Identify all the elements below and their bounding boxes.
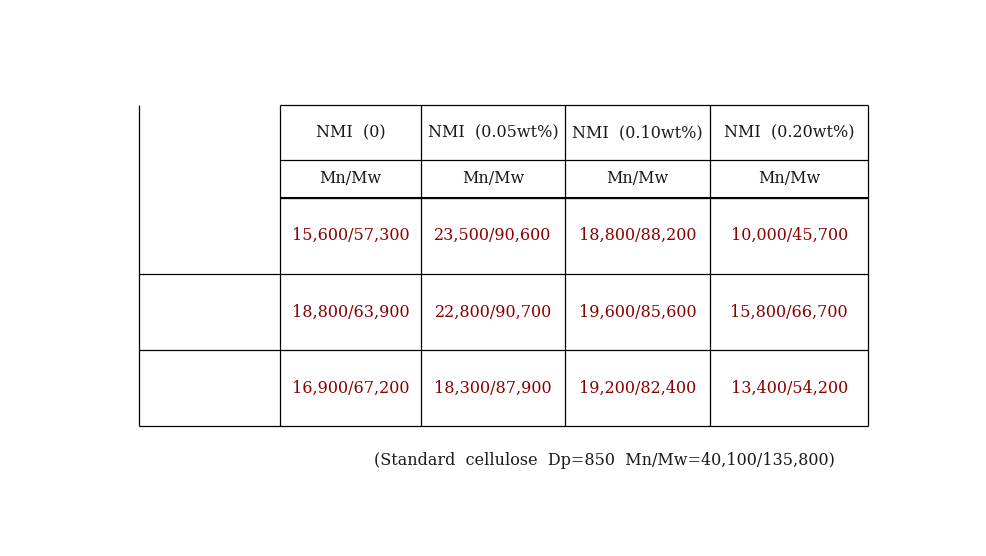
Text: 22,800/90,700: 22,800/90,700 xyxy=(435,304,552,320)
Text: NMI  (0.20wt%): NMI (0.20wt%) xyxy=(724,124,855,141)
Text: 10,000/45,700: 10,000/45,700 xyxy=(731,227,848,244)
Text: 15,800/66,700: 15,800/66,700 xyxy=(731,304,848,320)
Text: 18,800/63,900: 18,800/63,900 xyxy=(292,304,409,320)
Text: 13,400/54,200: 13,400/54,200 xyxy=(731,380,848,397)
Text: Mn/Mw: Mn/Mw xyxy=(758,170,820,187)
Text: 23,500/90,600: 23,500/90,600 xyxy=(435,227,552,244)
Text: Mn/Mw: Mn/Mw xyxy=(319,170,382,187)
Text: 19,600/85,600: 19,600/85,600 xyxy=(579,304,696,320)
Text: 18,300/87,900: 18,300/87,900 xyxy=(434,380,552,397)
Text: (Standard  cellulose  Dp=850  Mn/Mw=40,100/135,800): (Standard cellulose Dp=850 Mn/Mw=40,100/… xyxy=(375,452,835,469)
Text: NMI  (0): NMI (0) xyxy=(316,124,386,141)
Text: 18,800/88,200: 18,800/88,200 xyxy=(579,227,696,244)
Text: NMI  (0.10wt%): NMI (0.10wt%) xyxy=(572,124,703,141)
Text: NMI  (0.05wt%): NMI (0.05wt%) xyxy=(428,124,558,141)
Text: 19,200/82,400: 19,200/82,400 xyxy=(579,380,696,397)
Text: Mn/Mw: Mn/Mw xyxy=(606,170,669,187)
Text: Mn/Mw: Mn/Mw xyxy=(462,170,525,187)
Text: 16,900/67,200: 16,900/67,200 xyxy=(292,380,409,397)
Text: 15,600/57,300: 15,600/57,300 xyxy=(292,227,409,244)
